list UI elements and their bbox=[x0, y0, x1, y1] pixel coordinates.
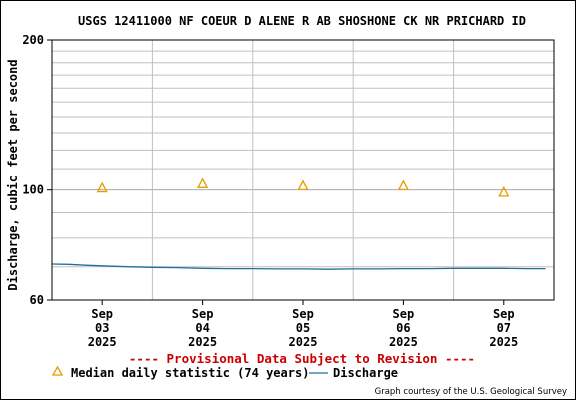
x-tick-label: 2025 bbox=[389, 335, 418, 349]
x-tick-label: Sep bbox=[91, 307, 113, 321]
plot-area-border bbox=[51, 39, 555, 301]
legend-discharge-label: Discharge bbox=[333, 366, 398, 380]
x-tick-label: Sep bbox=[292, 307, 314, 321]
x-tick-label: 03 bbox=[95, 321, 109, 335]
provisional-data-notice: ---- Provisional Data Subject to Revisio… bbox=[129, 351, 475, 366]
median-triangle-point bbox=[397, 179, 409, 191]
x-tick-label: Sep bbox=[493, 307, 515, 321]
x-tick-label: 07 bbox=[497, 321, 511, 335]
y-tick-label: 60 bbox=[30, 293, 44, 307]
median-triangle-point bbox=[498, 185, 510, 197]
chart-title: USGS 12411000 NF COEUR D ALENE R AB SHOS… bbox=[78, 14, 526, 28]
x-tick-label: 2025 bbox=[289, 335, 318, 349]
x-tick-label: Sep bbox=[393, 307, 415, 321]
median-triangle-point bbox=[96, 181, 108, 193]
usgs-credit: Graph courtesy of the U.S. Geological Su… bbox=[375, 387, 567, 397]
plot-layer bbox=[51, 177, 546, 270]
x-tick-label: 2025 bbox=[188, 335, 217, 349]
discharge-series-line bbox=[51, 263, 546, 270]
median-triangle-point bbox=[297, 179, 309, 191]
axis-layer: 60100200Sep032025Sep042025Sep052025Sep06… bbox=[22, 33, 555, 349]
y-tick-label: 200 bbox=[22, 33, 44, 47]
y-axis-label: Discharge, cubic feet per second bbox=[6, 59, 20, 290]
x-tick-label: Sep bbox=[192, 307, 214, 321]
x-tick-label: 05 bbox=[296, 321, 310, 335]
x-tick-label: 06 bbox=[396, 321, 410, 335]
legend: Median daily statistic (74 years) Discha… bbox=[51, 365, 398, 380]
legend-median-label: Median daily statistic (74 years) bbox=[71, 366, 309, 380]
y-tick-label: 100 bbox=[22, 183, 44, 197]
median-triangle-point bbox=[197, 177, 209, 188]
x-tick-label: 2025 bbox=[489, 335, 518, 349]
grid-layer bbox=[52, 39, 554, 301]
x-tick-label: 2025 bbox=[88, 335, 117, 349]
x-tick-label: 04 bbox=[195, 321, 209, 335]
legend-median-triangle-icon bbox=[51, 365, 64, 376]
